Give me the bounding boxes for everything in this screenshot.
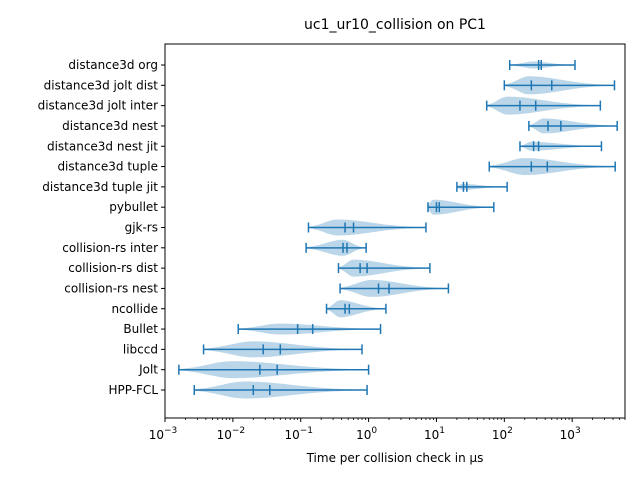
x-tick-labels: 10−3 10−2 10−1 100 101 102 103 (149, 418, 626, 442)
y-tick-label: collision-rs dist (68, 261, 158, 275)
y-tick-label: distance3d nest (62, 119, 158, 133)
y-tick-labels: distance3d org distance3d jolt dist distan… (38, 58, 165, 397)
y-tick-label: libccd (123, 342, 158, 356)
y-tick-label: Bullet (123, 322, 158, 336)
x-tick-label: 10−2 (217, 426, 246, 442)
x-axis-label: Time per collision check in µs (306, 451, 484, 465)
x-tick-label: 103 (560, 426, 581, 442)
x-tick-label: 101 (424, 426, 445, 442)
x-tick-label: 10−1 (284, 426, 313, 442)
y-tick-label: collision-rs nest (64, 281, 158, 295)
x-tick-label: 102 (492, 426, 513, 442)
y-tick-label: gjk-rs (125, 221, 158, 235)
y-tick-label: distance3d jolt dist (44, 78, 159, 92)
y-tick-label: collision-rs inter (62, 241, 158, 255)
y-tick-label: pybullet (109, 200, 158, 214)
y-tick-label: distance3d nest jit (47, 139, 158, 153)
x-tick-label: 100 (356, 426, 377, 442)
violins-layer (178, 60, 618, 399)
y-tick-label: distance3d tuple (57, 160, 158, 174)
plot-frame (164, 43, 626, 419)
y-tick-label: distance3d org (68, 58, 158, 72)
y-tick-label: distance3d jolt inter (38, 99, 158, 113)
x-tick-label: 10−3 (149, 426, 178, 442)
y-tick-label: Jolt (138, 363, 158, 377)
chart-title: uc1_ur10_collision on PC1 (304, 17, 486, 33)
y-tick-label: distance3d tuple jit (42, 180, 158, 194)
y-tick-label: ncollide (111, 302, 158, 316)
y-tick-label: HPP-FCL (108, 383, 158, 397)
